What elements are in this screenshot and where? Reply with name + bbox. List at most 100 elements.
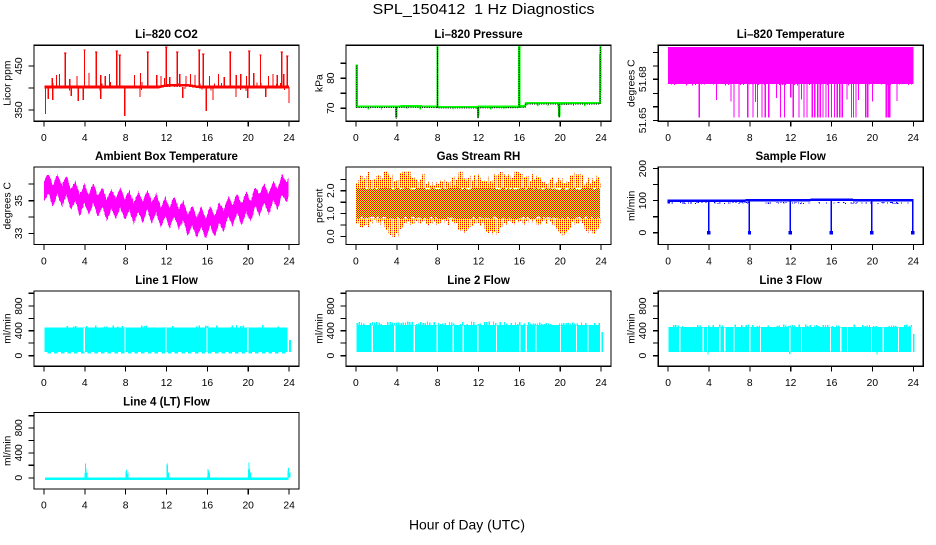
svg-text:20: 20 <box>867 256 879 267</box>
svg-text:0: 0 <box>41 256 47 267</box>
svg-text:20: 20 <box>867 133 879 144</box>
svg-text:24: 24 <box>595 256 607 267</box>
svg-text:ml/min: ml/min <box>627 313 638 344</box>
svg-text:8: 8 <box>123 378 129 389</box>
svg-text:12: 12 <box>785 378 797 389</box>
svg-text:450: 450 <box>14 57 25 74</box>
svg-text:12: 12 <box>161 133 173 144</box>
svg-text:0: 0 <box>41 133 47 144</box>
svg-text:Line 3 Flow: Line 3 Flow <box>759 275 822 287</box>
svg-text:8: 8 <box>435 256 441 267</box>
svg-text:Line 1 Flow: Line 1 Flow <box>135 275 198 287</box>
svg-text:12: 12 <box>473 378 485 389</box>
svg-text:8: 8 <box>123 256 129 267</box>
svg-text:8: 8 <box>747 378 753 389</box>
svg-text:80: 80 <box>326 72 337 84</box>
svg-text:Licor ppm: Licor ppm <box>2 61 13 106</box>
svg-text:4: 4 <box>82 378 88 389</box>
svg-text:0: 0 <box>665 133 671 144</box>
svg-text:12: 12 <box>785 256 797 267</box>
svg-text:12: 12 <box>785 133 797 144</box>
svg-text:SPL_150412 1 Hz Diagnostics: SPL_150412 1 Hz Diagnostics <box>373 2 595 18</box>
svg-text:0: 0 <box>638 353 649 359</box>
svg-text:0.0: 0.0 <box>326 229 337 244</box>
svg-text:Li–820 Temperature: Li–820 Temperature <box>737 29 845 41</box>
svg-text:8: 8 <box>123 501 129 512</box>
svg-text:20: 20 <box>242 133 254 144</box>
svg-text:51.68: 51.68 <box>638 66 649 92</box>
svg-text:800: 800 <box>14 419 25 436</box>
svg-text:16: 16 <box>202 378 214 389</box>
svg-text:0: 0 <box>638 230 649 236</box>
svg-text:20: 20 <box>242 256 254 267</box>
svg-text:800: 800 <box>638 297 649 314</box>
svg-text:24: 24 <box>908 378 920 389</box>
svg-text:12: 12 <box>473 256 485 267</box>
svg-text:20: 20 <box>242 501 254 512</box>
svg-text:16: 16 <box>826 133 838 144</box>
svg-text:16: 16 <box>202 501 214 512</box>
svg-text:8: 8 <box>435 133 441 144</box>
svg-text:4: 4 <box>706 378 712 389</box>
svg-text:24: 24 <box>595 378 607 389</box>
svg-text:4: 4 <box>394 133 400 144</box>
svg-text:16: 16 <box>826 256 838 267</box>
svg-text:16: 16 <box>514 133 526 144</box>
svg-text:400: 400 <box>14 322 25 339</box>
svg-text:1.0: 1.0 <box>326 206 337 221</box>
svg-text:ml/min: ml/min <box>314 313 325 344</box>
svg-text:24: 24 <box>283 501 295 512</box>
svg-text:35: 35 <box>14 195 25 207</box>
svg-text:12: 12 <box>161 378 173 389</box>
svg-text:16: 16 <box>514 378 526 389</box>
svg-text:20: 20 <box>554 378 566 389</box>
svg-text:ml/min: ml/min <box>2 313 13 344</box>
svg-text:0: 0 <box>353 133 359 144</box>
svg-text:24: 24 <box>595 133 607 144</box>
svg-text:70: 70 <box>326 102 337 114</box>
svg-text:24: 24 <box>908 256 920 267</box>
svg-text:24: 24 <box>283 378 295 389</box>
svg-text:20: 20 <box>554 133 566 144</box>
svg-text:Hour of Day (UTC): Hour of Day (UTC) <box>409 517 525 533</box>
svg-text:0: 0 <box>353 256 359 267</box>
svg-text:4: 4 <box>706 256 712 267</box>
svg-text:20: 20 <box>554 256 566 267</box>
svg-text:kPa: kPa <box>314 74 325 92</box>
svg-text:0: 0 <box>14 353 25 359</box>
svg-text:51.65: 51.65 <box>638 107 649 133</box>
svg-text:0: 0 <box>41 378 47 389</box>
svg-text:400: 400 <box>638 322 649 339</box>
svg-text:100: 100 <box>638 192 649 209</box>
svg-text:Gas Stream RH: Gas Stream RH <box>437 151 521 163</box>
svg-text:20: 20 <box>867 378 879 389</box>
svg-text:degrees C: degrees C <box>627 59 638 107</box>
svg-text:350: 350 <box>14 101 25 118</box>
svg-text:16: 16 <box>826 378 838 389</box>
svg-text:16: 16 <box>202 256 214 267</box>
svg-text:400: 400 <box>14 444 25 461</box>
svg-text:24: 24 <box>283 256 295 267</box>
svg-text:percent: percent <box>314 188 325 222</box>
svg-text:20: 20 <box>242 378 254 389</box>
svg-text:degrees C: degrees C <box>2 181 13 229</box>
svg-text:12: 12 <box>473 133 485 144</box>
svg-text:4: 4 <box>82 501 88 512</box>
svg-text:8: 8 <box>747 133 753 144</box>
svg-text:400: 400 <box>326 322 337 339</box>
svg-text:200: 200 <box>638 160 649 177</box>
svg-text:24: 24 <box>283 133 295 144</box>
svg-text:0: 0 <box>14 475 25 481</box>
svg-text:Li–820 Pressure: Li–820 Pressure <box>434 29 522 41</box>
svg-text:0: 0 <box>41 501 47 512</box>
svg-text:ml/min: ml/min <box>627 190 638 221</box>
svg-text:Line 4 (LT) Flow: Line 4 (LT) Flow <box>123 397 210 409</box>
svg-text:12: 12 <box>161 256 173 267</box>
svg-text:Li–820 CO2: Li–820 CO2 <box>135 29 198 41</box>
svg-text:800: 800 <box>14 297 25 314</box>
svg-text:4: 4 <box>82 256 88 267</box>
svg-text:Line 2 Flow: Line 2 Flow <box>447 275 510 287</box>
svg-text:12: 12 <box>161 501 173 512</box>
svg-text:8: 8 <box>435 378 441 389</box>
svg-text:2.0: 2.0 <box>326 183 337 198</box>
